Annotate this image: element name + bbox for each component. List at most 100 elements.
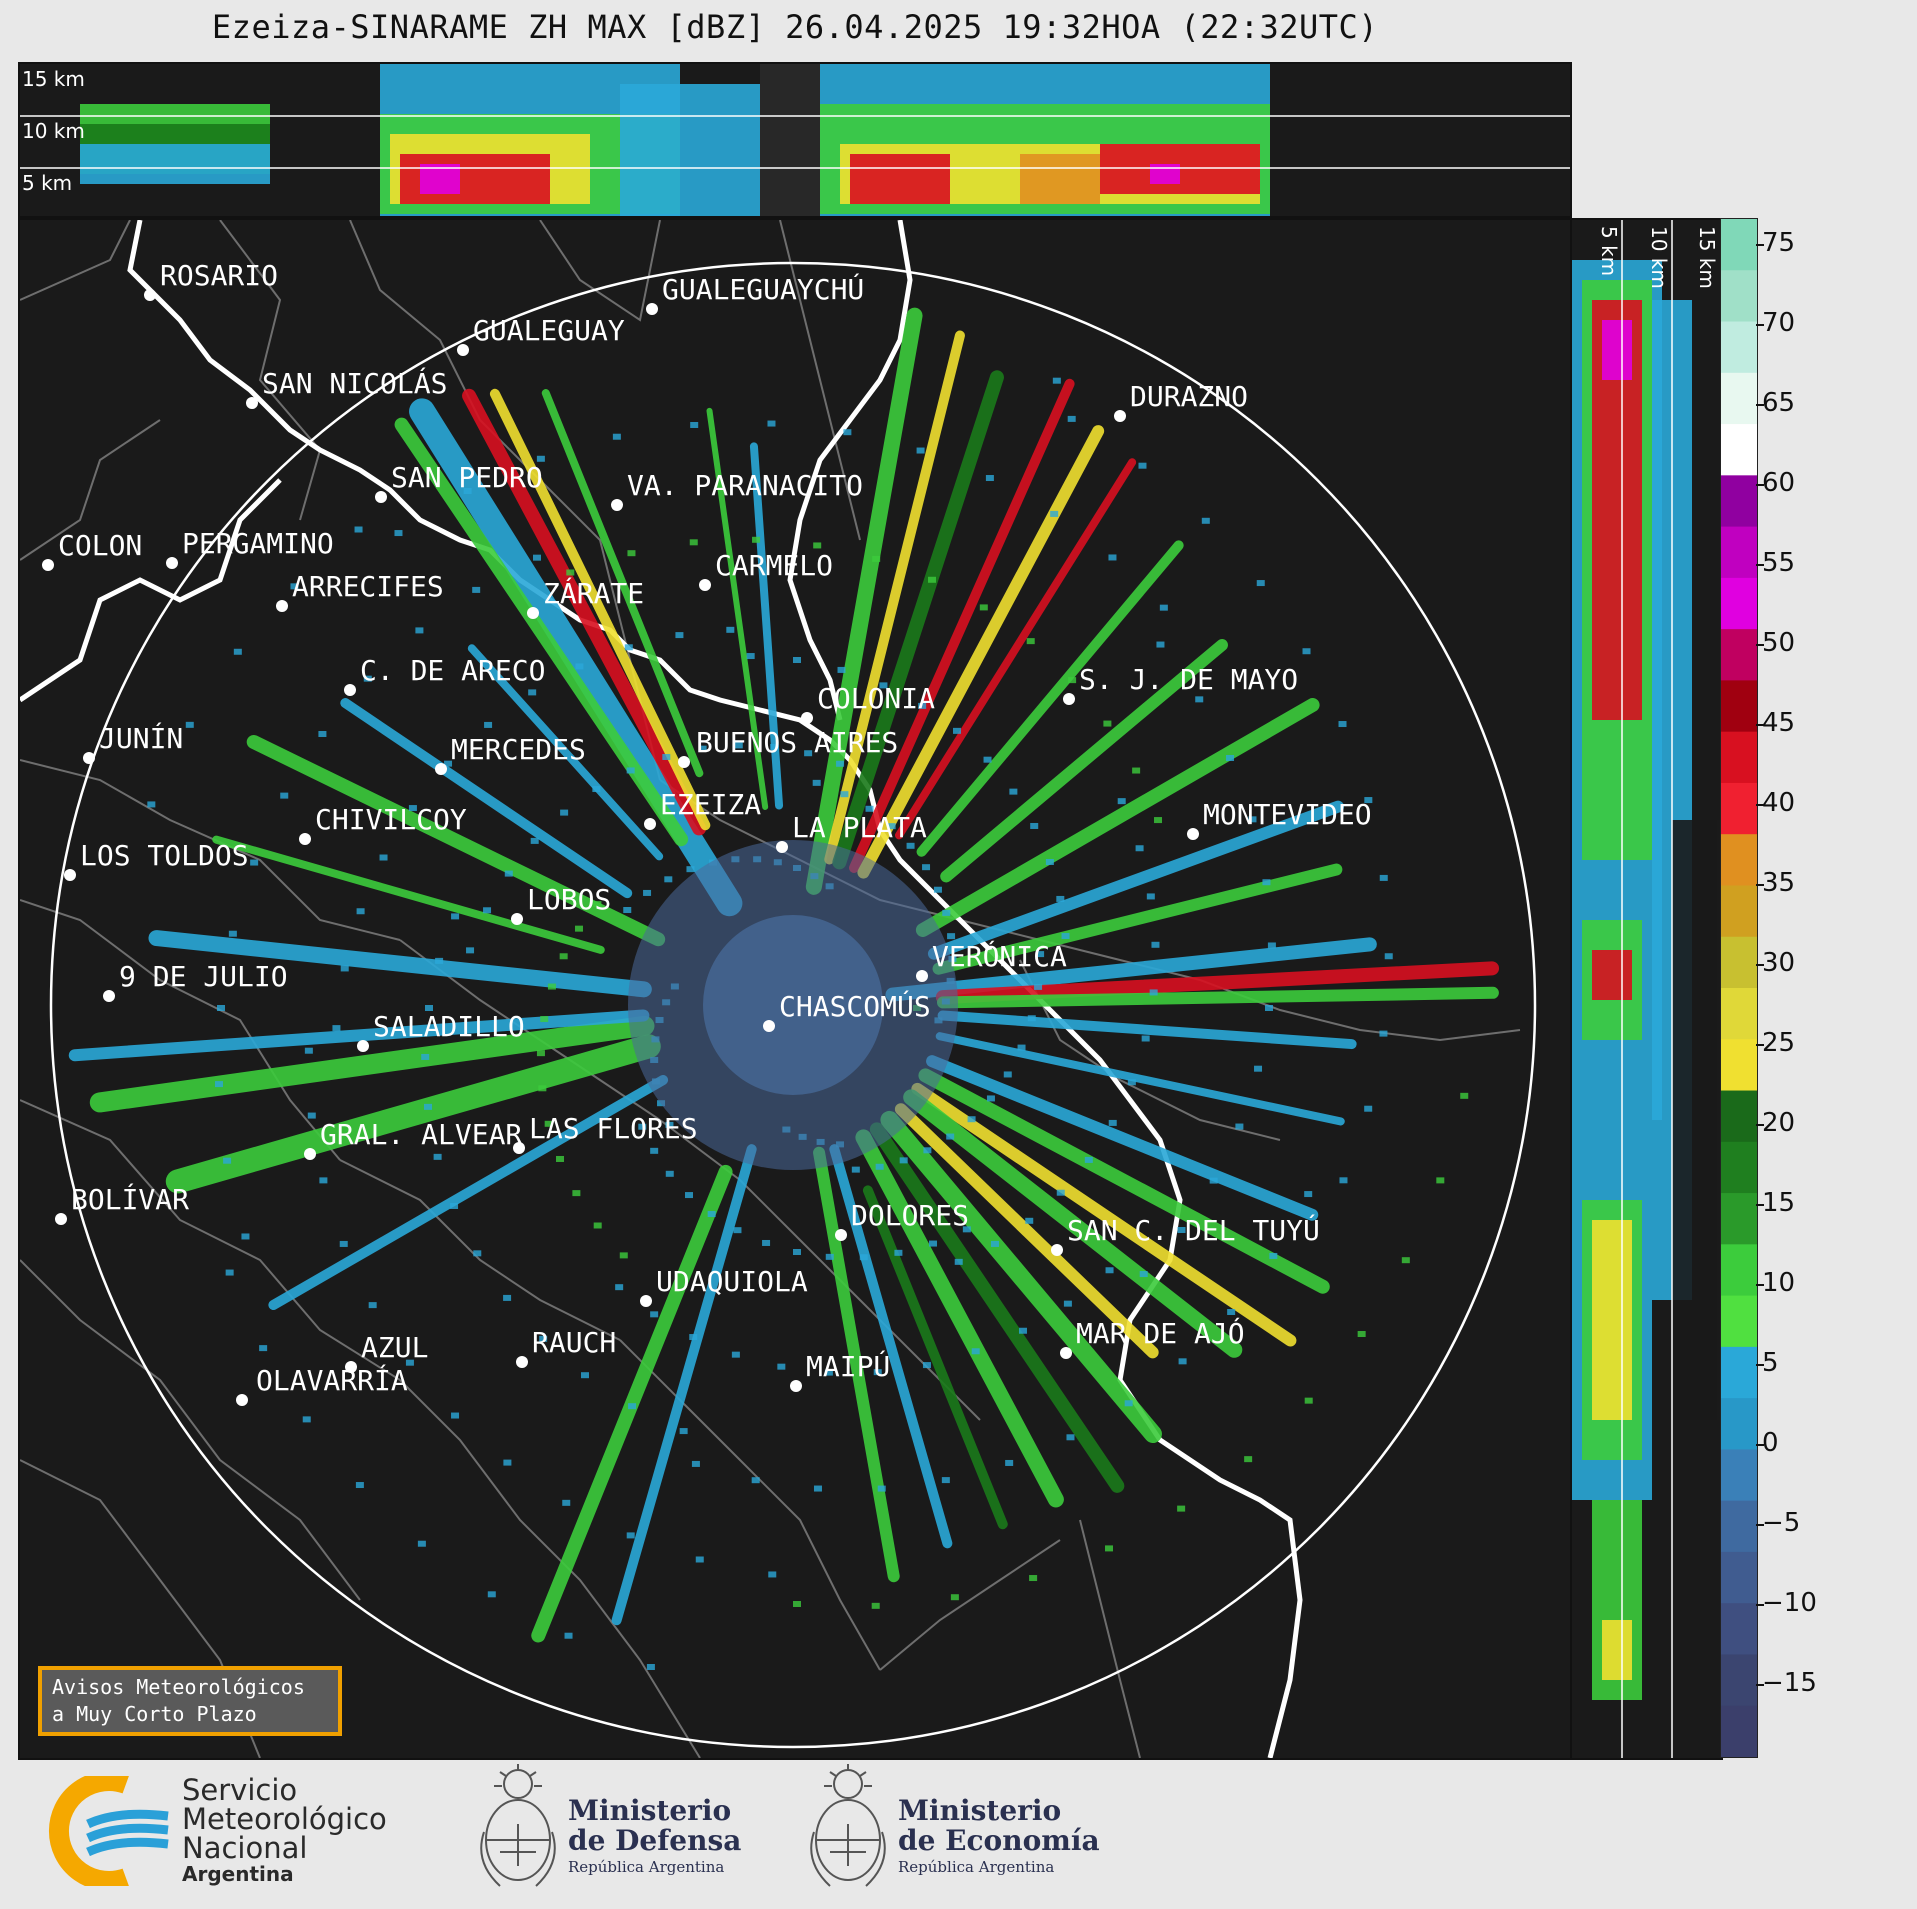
- colorbar-tickmark: [1756, 1044, 1764, 1046]
- echo-speckle: [906, 842, 915, 849]
- top-cross-section-panel: 15 km 10 km 5 km: [18, 62, 1572, 218]
- echo-speckle: [1177, 1227, 1186, 1233]
- defensa-line-3: República Argentina: [568, 1858, 725, 1876]
- echo-speckle: [451, 1412, 460, 1419]
- echo-speckle: [894, 1249, 903, 1256]
- economia-line-1: Ministerio: [898, 1794, 1062, 1827]
- echo-speckle: [1304, 1191, 1313, 1198]
- echo-speckle: [983, 756, 992, 763]
- city-udaquiola: UDAQUIOLA: [640, 1265, 808, 1307]
- echo-speckle: [698, 745, 707, 752]
- echo-speckle: [185, 721, 194, 728]
- echo-speckle: [340, 965, 349, 972]
- echo-speckle: [1018, 1327, 1027, 1334]
- city-dolores: DOLORES: [835, 1199, 969, 1241]
- city-jun-n: JUNÍN: [83, 721, 183, 764]
- echo-speckle: [662, 753, 671, 760]
- echo-speckle: [733, 1227, 742, 1234]
- city-dot: [83, 752, 95, 764]
- echo-speckle: [250, 859, 259, 866]
- radar-ray: [935, 961, 1500, 1005]
- echo-speckle: [793, 1601, 801, 1607]
- city-label: VA. PARANACITO: [627, 469, 863, 502]
- city-dot: [103, 990, 115, 1002]
- echo-speckle: [225, 1269, 234, 1276]
- colorbar-segment: [1721, 1398, 1757, 1451]
- cross-section-cell: [1020, 154, 1100, 204]
- city-dot: [516, 1356, 528, 1368]
- echo-speckle: [405, 1359, 414, 1366]
- radar-ray: [462, 388, 707, 836]
- echo-speckle: [619, 1252, 628, 1259]
- city-dot: [357, 1040, 369, 1052]
- radar-ray: [268, 1075, 669, 1310]
- echo-speckle: [624, 644, 633, 651]
- colorbar-tickmark: [1756, 1284, 1764, 1286]
- escudo-defensa-icon: [470, 1762, 566, 1896]
- colorbar-segment: [1721, 1295, 1757, 1348]
- city-label: UDAQUIOLA: [656, 1265, 808, 1298]
- city-dot: [344, 684, 356, 696]
- echo-speckle: [768, 1571, 777, 1578]
- radar-ray: [824, 330, 965, 865]
- echo-speckle: [363, 675, 372, 682]
- echo-speckle: [544, 1120, 553, 1127]
- radar-ray: [857, 425, 1105, 879]
- radar-ray: [932, 863, 1343, 975]
- echo-speckle: [472, 586, 481, 593]
- city-dot: [345, 1361, 357, 1373]
- avisos-box[interactable]: Avisos Meteorológicos a Muy Corto Plazo: [38, 1666, 342, 1736]
- city-label: MAIPÚ: [806, 1349, 890, 1383]
- city-label: CHIVILCOY: [315, 803, 467, 836]
- echo-speckle: [223, 1157, 232, 1164]
- city-label: 9 DE JULIO: [119, 960, 288, 993]
- echo-speckle: [762, 1239, 771, 1246]
- city-dot: [1051, 1244, 1063, 1256]
- echo-speckle: [665, 1170, 674, 1177]
- echo-speckle: [686, 866, 695, 873]
- echo-speckle: [290, 583, 299, 590]
- city-montevideo: MONTEVIDEO: [1187, 798, 1372, 840]
- echo-speckle: [689, 1334, 698, 1341]
- city-dot: [513, 1142, 525, 1154]
- echo-speckle: [1159, 604, 1168, 611]
- echo-speckle: [547, 983, 556, 990]
- echo-speckle: [1105, 1267, 1114, 1274]
- radar-map[interactable]: ROSARIO GUALEGUAYCHÚ GUALEGUAY SAN NICOLÁS D…: [20, 220, 1570, 1758]
- city-dot: [644, 818, 656, 830]
- side-alt-label-10km: 10 km: [1647, 226, 1671, 289]
- radar-ray: [340, 698, 633, 899]
- city-san-nicol-s: SAN NICOLÁS: [246, 366, 447, 409]
- echo-speckle: [504, 870, 513, 877]
- echo-speckle: [804, 750, 813, 757]
- colorbar-segment: [1721, 1346, 1757, 1400]
- echo-speckle: [466, 947, 475, 954]
- echo-speckle: [415, 627, 424, 634]
- cross-section-cell: [850, 154, 950, 204]
- city-saladillo: SALADILLO: [357, 1010, 525, 1052]
- echo-speckle: [1056, 895, 1065, 902]
- radar-ray: [894, 458, 1137, 840]
- cross-section-cell: [1602, 320, 1632, 380]
- echo-speckle: [1103, 720, 1112, 727]
- echo-speckle: [1401, 1257, 1410, 1264]
- colorbar-segment: [1721, 1603, 1757, 1656]
- echo-speckle: [1068, 677, 1077, 684]
- echo-speckle: [962, 1226, 971, 1233]
- echo-speckle: [685, 1192, 693, 1199]
- city-label: DURAZNO: [1130, 380, 1248, 413]
- echo-speckle: [1357, 1331, 1366, 1337]
- city-maip-: MAIPÚ: [790, 1349, 890, 1392]
- echo-speckle: [875, 1163, 884, 1170]
- echo-speckle: [574, 925, 583, 932]
- radar-ray: [862, 1185, 1008, 1530]
- echo-speckle: [946, 1133, 955, 1140]
- colorbar-tick-label: 25: [1762, 1028, 1796, 1058]
- radar-ray: [936, 986, 1499, 1009]
- echo-speckle: [612, 433, 621, 440]
- echo-speckle: [707, 1211, 716, 1218]
- radar-map-panel[interactable]: ROSARIO GUALEGUAYCHÚ GUALEGUAY SAN NICOLÁS D…: [18, 218, 1572, 1760]
- colorbar-segment: [1721, 321, 1757, 374]
- colorbar-segment: [1721, 1141, 1757, 1195]
- echo-speckle: [947, 933, 956, 940]
